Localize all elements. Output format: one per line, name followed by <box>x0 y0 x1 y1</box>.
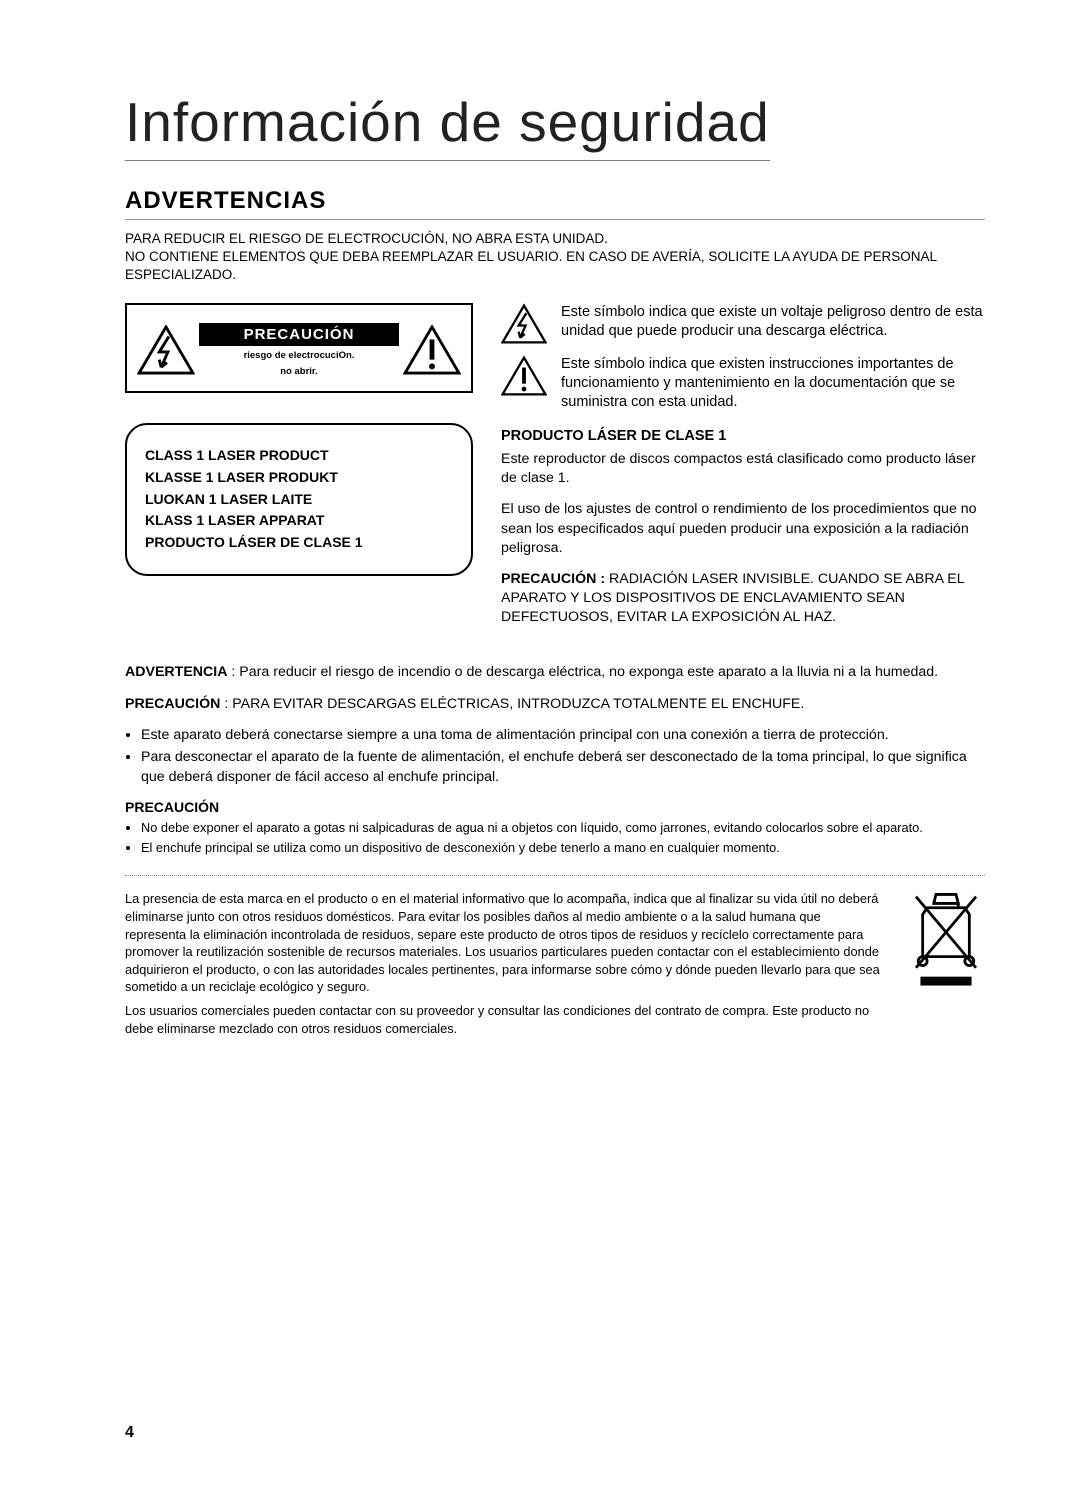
caution-sub1: riesgo de electrocuciOn. <box>199 350 399 362</box>
symbol-bolt-text: Este símbolo indica que existe un voltaj… <box>561 303 985 341</box>
symbol-row-bolt: Este símbolo indica que existe un voltaj… <box>501 303 985 345</box>
section-title: ADVERTENCIAS <box>125 187 985 215</box>
bullets-1: Este aparato deberá conectarse siempre a… <box>125 726 985 788</box>
bolt-triangle-icon <box>137 325 195 375</box>
laser-line-1: CLASS 1 LASER PRODUCT <box>145 445 453 467</box>
symbol-row-exclamation: Este símbolo indica que existen instrucc… <box>501 355 985 412</box>
laser-line-4: KLASS 1 LASER APPARAT <box>145 510 453 532</box>
intro-line-1: PARA REDUCIR EL RIESGO DE ELECTROCUCIÓN,… <box>125 230 985 248</box>
caution-sub2: no abrir. <box>199 366 399 378</box>
warning-paragraph: ADVERTENCIA : Para reducir el riesgo de … <box>125 663 985 682</box>
bullet-2-1: No debe exponer el aparato a gotas ni sa… <box>141 819 985 837</box>
bullets-2: No debe exponer el aparato a gotas ni sa… <box>125 819 985 857</box>
intro-block: PARA REDUCIR EL RIESGO DE ELECTROCUCIÓN,… <box>125 230 985 285</box>
precaution-paragraph: PRECAUCIÓN : PARA EVITAR DESCARGAS ELÉCT… <box>125 695 985 714</box>
precaution-lead: PRECAUCIÓN <box>125 696 220 712</box>
weee-p1: La presencia de esta marca en el product… <box>125 890 881 996</box>
caution-box: PRECAUCIÓN riesgo de electrocuciOn. no a… <box>125 303 473 394</box>
symbol-excl-text: Este símbolo indica que existen instrucc… <box>561 355 985 412</box>
laser-heading: PRODUCTO LÁSER DE CLASE 1 <box>501 428 985 444</box>
page-title: Información de seguridad <box>125 90 770 161</box>
laser-line-5: PRODUCTO LÁSER DE CLASE 1 <box>145 532 453 554</box>
intro-line-2: NO CONTIENE ELEMENTOS QUE DEBA REEMPLAZA… <box>125 248 985 284</box>
caution-band: PRECAUCIÓN <box>199 323 399 346</box>
laser-p1: Este reproductor de discos compactos est… <box>501 450 985 488</box>
bullet-1-1: Este aparato deberá conectarse siempre a… <box>141 726 985 746</box>
bullet-2-2: El enchufe principal se utiliza como un … <box>141 839 985 857</box>
exclamation-triangle-icon <box>501 355 547 397</box>
precaution-subheading: PRECAUCIÓN <box>125 799 985 815</box>
section-rule <box>125 219 985 220</box>
laser-line-2: KLASSE 1 LASER PRODUKT <box>145 467 453 489</box>
exclamation-triangle-icon <box>403 325 461 375</box>
weee-icon <box>907 890 985 995</box>
weee-p2: Los usuarios comerciales pueden contacta… <box>125 1002 881 1037</box>
bolt-triangle-icon <box>501 303 547 345</box>
precaution-rest: : PARA EVITAR DESCARGAS ELÉCTRICAS, INTR… <box>220 696 804 712</box>
bullet-1-2: Para desconectar el aparato de la fuente… <box>141 748 985 788</box>
laser-p3: PRECAUCIÓN : RADIACIÓN LASER INVISIBLE. … <box>501 570 985 628</box>
laser-p3-lead: PRECAUCIÓN : <box>501 571 609 587</box>
weee-row: La presencia de esta marca en el product… <box>125 890 985 1043</box>
laser-p2: El uso de los ajustes de control o rendi… <box>501 500 985 558</box>
laser-line-3: LUOKAN 1 LASER LAITE <box>145 489 453 511</box>
page-number: 4 <box>125 1424 134 1442</box>
dotted-separator <box>125 875 985 876</box>
warning-rest: : Para reducir el riesgo de incendio o d… <box>227 664 938 680</box>
laser-label-box: CLASS 1 LASER PRODUCT KLASSE 1 LASER PRO… <box>125 423 473 575</box>
warning-lead: ADVERTENCIA <box>125 664 227 680</box>
